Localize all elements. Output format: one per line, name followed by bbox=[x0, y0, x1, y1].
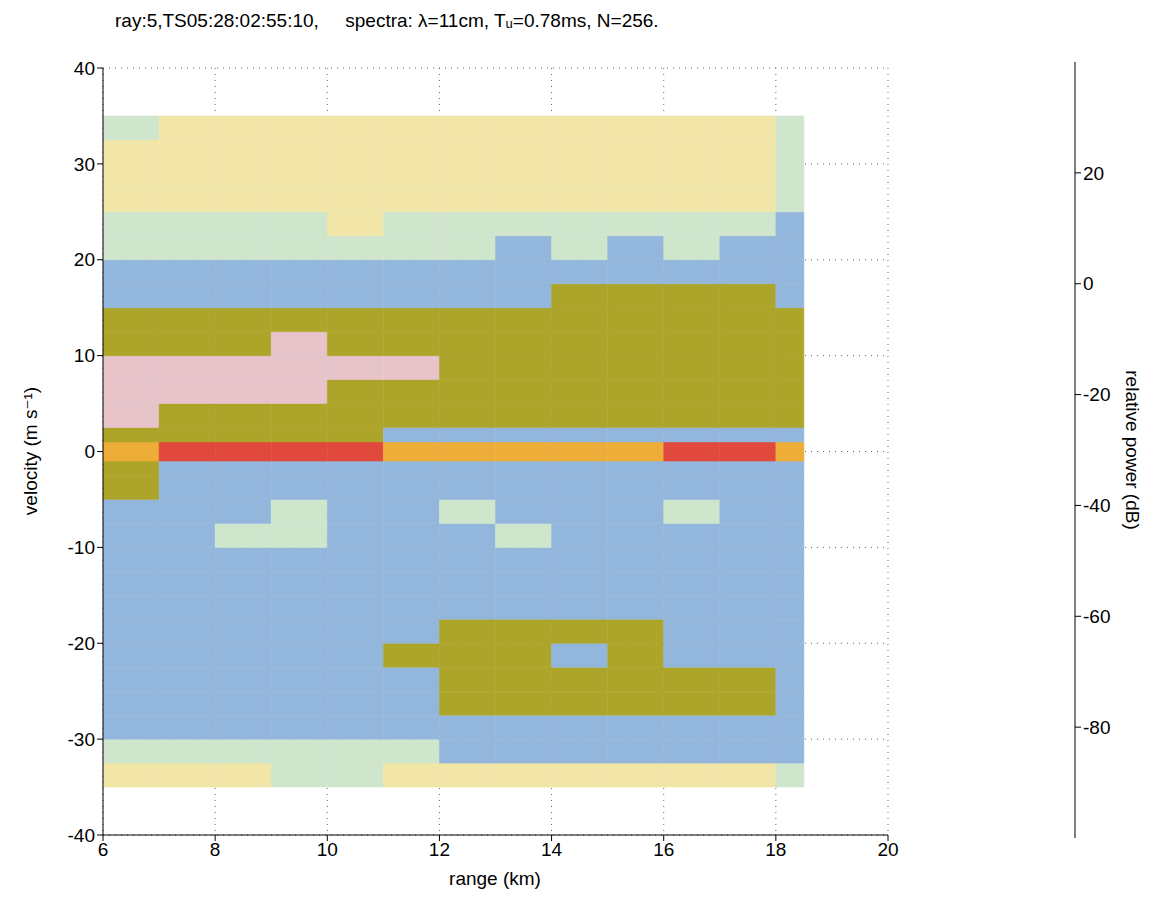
svg-text:12: 12 bbox=[429, 839, 450, 860]
svg-text:-30: -30 bbox=[68, 729, 95, 750]
html-text:velocity (m s⁻¹): velocity (m s⁻¹) bbox=[19, 386, 41, 516]
svg-text:-10: -10 bbox=[68, 537, 95, 558]
html-text:relative power (dB): relative power (dB) bbox=[1122, 370, 1143, 530]
svg-text:0: 0 bbox=[84, 441, 95, 462]
svg-text:14: 14 bbox=[541, 839, 563, 860]
svg-text:16: 16 bbox=[653, 839, 674, 860]
svg-text:20: 20 bbox=[877, 839, 898, 860]
svg-text:10: 10 bbox=[74, 345, 95, 366]
svg-text:8: 8 bbox=[210, 839, 221, 860]
svg-text:-20: -20 bbox=[1083, 384, 1110, 405]
svg-text:-20: -20 bbox=[68, 633, 95, 654]
html-text:range (km): range (km) bbox=[449, 868, 541, 889]
svg-text:18: 18 bbox=[765, 839, 786, 860]
svg-text:6: 6 bbox=[98, 839, 109, 860]
svg-text:-80: -80 bbox=[1083, 717, 1110, 738]
svg-text:-40: -40 bbox=[1083, 495, 1110, 516]
svg-text:-60: -60 bbox=[1083, 606, 1110, 627]
svg-text:30: 30 bbox=[74, 154, 95, 175]
svg-text:-40: -40 bbox=[68, 825, 95, 846]
html-text:ray:5,TS05:28:02:55:10, spectr: ray:5,TS05:28:02:55:10, spectra: λ=11cm,… bbox=[115, 10, 659, 31]
svg-text:10: 10 bbox=[317, 839, 338, 860]
svg-text:20: 20 bbox=[74, 249, 95, 270]
svg-text:20: 20 bbox=[1083, 163, 1104, 184]
svg-text:0: 0 bbox=[1083, 273, 1094, 294]
svg-text:40: 40 bbox=[74, 58, 95, 79]
